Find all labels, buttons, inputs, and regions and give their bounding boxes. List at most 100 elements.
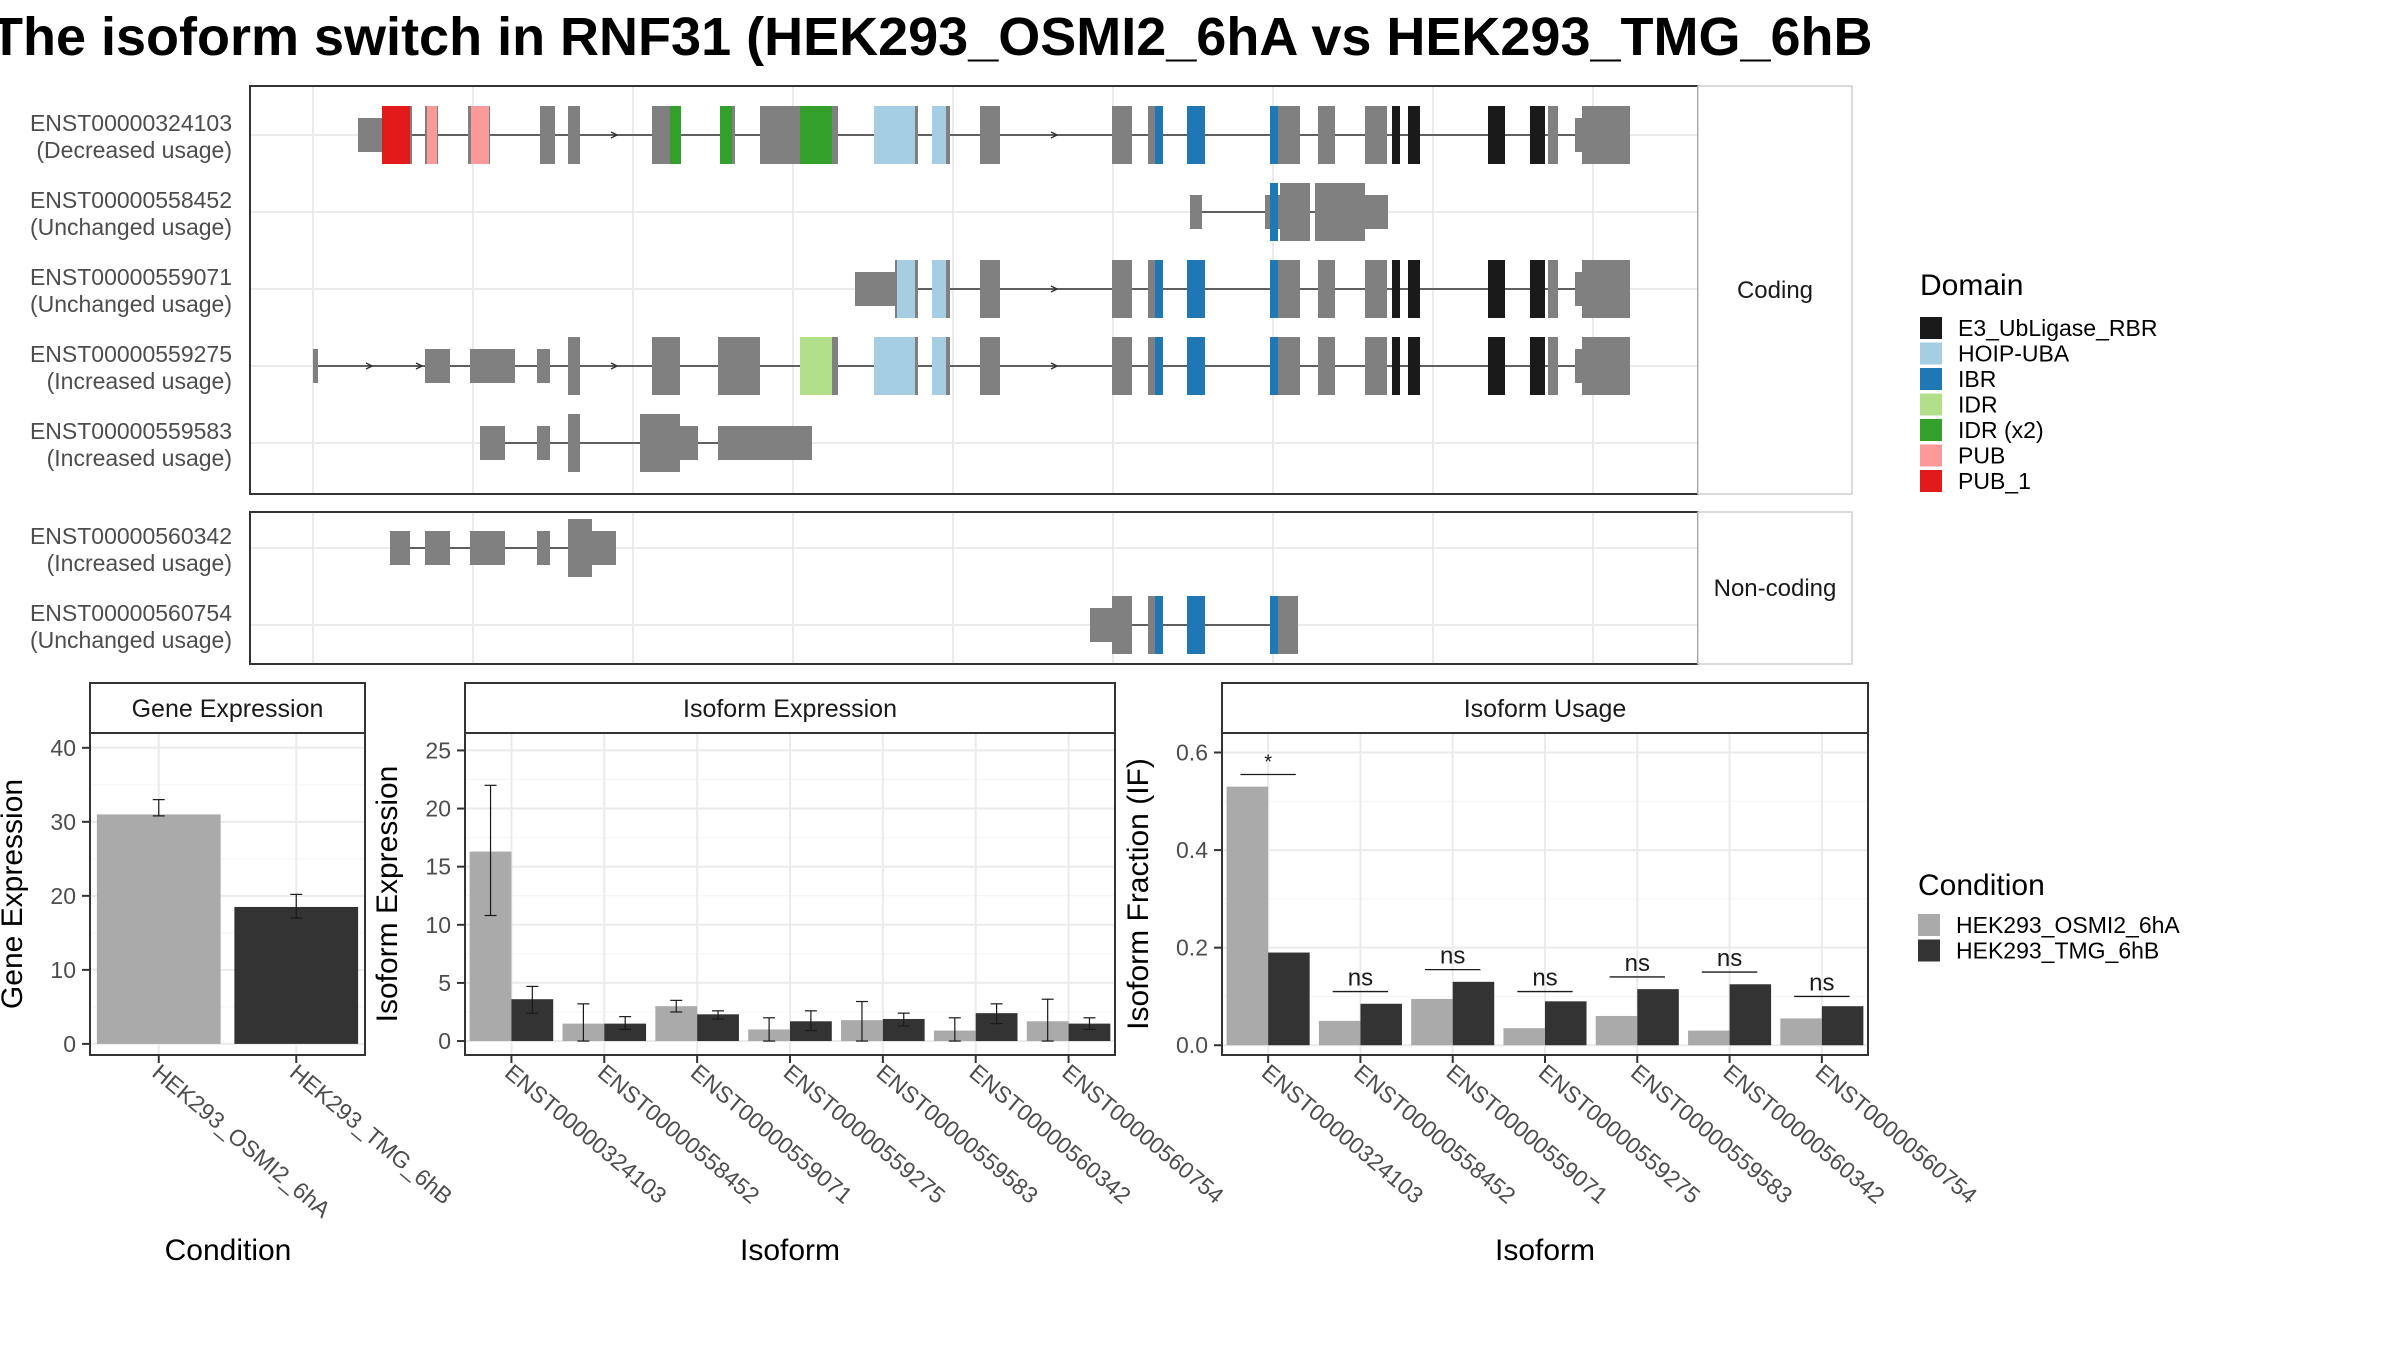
exon bbox=[1112, 106, 1132, 164]
exon bbox=[718, 337, 760, 395]
domain-legend-label: IDR (x2) bbox=[1958, 417, 2044, 443]
condition-legend-title: Condition bbox=[1918, 869, 2045, 902]
domain-segment bbox=[897, 260, 915, 318]
bar bbox=[604, 1023, 647, 1042]
transcript-id-label: ENST00000559583 bbox=[30, 418, 232, 444]
domain-segment bbox=[1530, 260, 1545, 318]
bar-charts: Gene Expression010203040HEK293_OSMI2_6hA… bbox=[0, 682, 1983, 1267]
domain-segment bbox=[1270, 106, 1278, 164]
bar bbox=[1452, 981, 1495, 1046]
exon bbox=[537, 531, 550, 565]
domain-segment bbox=[1270, 337, 1278, 395]
domain-segment bbox=[1392, 260, 1400, 318]
y-tick-label: 0.0 bbox=[1176, 1032, 1208, 1058]
y-axis-title: Isoform Fraction (IF) bbox=[1122, 758, 1155, 1030]
exon bbox=[568, 106, 580, 164]
panel-strip bbox=[89, 682, 366, 734]
domain-segment bbox=[1270, 183, 1278, 241]
domain-segment bbox=[670, 106, 681, 164]
strand-arrow bbox=[415, 362, 424, 370]
domain-legend-swatch bbox=[1920, 419, 1942, 441]
x-tick-label: ENST00000324103 bbox=[500, 1059, 672, 1209]
y-tick-label: 10 bbox=[425, 912, 451, 938]
domain-legend-label: HOIP-UBA bbox=[1958, 341, 2070, 367]
domain-segment bbox=[1530, 106, 1545, 164]
exon bbox=[980, 260, 1000, 318]
domain-legend-swatch bbox=[1920, 393, 1942, 416]
bar bbox=[1503, 1028, 1545, 1046]
exon bbox=[568, 414, 580, 472]
x-tick-label: ENST00000559275 bbox=[779, 1059, 951, 1209]
bar bbox=[1821, 1006, 1864, 1046]
x-tick-label: ENST00000559583 bbox=[1626, 1059, 1798, 1209]
y-axis-title: Isoform Expression bbox=[371, 766, 404, 1023]
exon bbox=[1318, 337, 1335, 395]
y-tick-label: 15 bbox=[425, 854, 451, 880]
bar bbox=[1068, 1023, 1111, 1042]
domain-segment bbox=[800, 106, 832, 164]
domain-segment bbox=[932, 106, 946, 164]
exon bbox=[480, 426, 505, 460]
domain-segment bbox=[1392, 106, 1400, 164]
noncoding-panel-bg bbox=[250, 512, 1698, 664]
significance-label: ns bbox=[1532, 965, 1557, 992]
x-axis-title: Condition bbox=[165, 1234, 292, 1267]
bar bbox=[882, 1018, 925, 1042]
exon bbox=[1112, 596, 1132, 654]
significance-label: ns bbox=[1440, 943, 1465, 970]
transcript-usage-label: (Unchanged usage) bbox=[30, 214, 232, 240]
significance-label: ns bbox=[1717, 945, 1742, 972]
exon bbox=[537, 426, 550, 460]
condition-legend-label: HEK293_OSMI2_6hA bbox=[1956, 912, 2180, 938]
bar bbox=[1688, 1030, 1730, 1046]
bar bbox=[1226, 786, 1269, 1046]
y-tick-label: 10 bbox=[50, 957, 76, 983]
exon bbox=[1582, 337, 1630, 395]
exon bbox=[470, 531, 505, 565]
x-tick-label: ENST00000559275 bbox=[1534, 1059, 1706, 1209]
exon bbox=[390, 531, 410, 565]
exon bbox=[568, 337, 580, 395]
domain-segment bbox=[427, 106, 437, 164]
domain-segment bbox=[471, 106, 489, 164]
domain-segment bbox=[1187, 337, 1205, 395]
exon bbox=[1090, 608, 1112, 642]
domain-segment bbox=[1530, 337, 1545, 395]
domain-segment bbox=[1408, 337, 1420, 395]
exon bbox=[592, 531, 616, 565]
exon bbox=[1575, 118, 1582, 152]
strand-arrow bbox=[365, 362, 374, 370]
y-axis-title: Gene Expression bbox=[0, 779, 29, 1009]
exon bbox=[1190, 195, 1202, 229]
bar bbox=[1268, 952, 1310, 1046]
transcript-usage-label: (Increased usage) bbox=[47, 445, 232, 471]
chart-panel: * ns ns ns ns ns ns Isoform Usage 0.0 0.2 0.4 0.6 EN… bbox=[1122, 682, 1983, 1267]
domain-legend-swatch bbox=[1920, 342, 1942, 365]
condition-legend-label: HEK293_TMG_6hB bbox=[1956, 938, 2159, 964]
exon bbox=[1575, 349, 1582, 383]
y-tick-label: 0.6 bbox=[1176, 740, 1208, 766]
exon bbox=[652, 106, 672, 164]
x-tick-label: ENST00000558452 bbox=[1349, 1059, 1521, 1209]
domain-segment bbox=[874, 337, 915, 395]
transcript-usage-label: (Increased usage) bbox=[47, 550, 232, 576]
domain-segment bbox=[720, 106, 732, 164]
exon bbox=[980, 106, 1000, 164]
y-tick-label: 20 bbox=[425, 796, 451, 822]
exon bbox=[1582, 106, 1630, 164]
x-tick-label: ENST00000560754 bbox=[1811, 1059, 1983, 1209]
domain-segment bbox=[1187, 596, 1205, 654]
exon bbox=[425, 349, 450, 383]
y-tick-label: 0.4 bbox=[1176, 837, 1208, 863]
transcript-structure-panel: Coding Non-coding ENST00000324103(Decrease… bbox=[30, 85, 1853, 665]
domain-segment bbox=[1155, 337, 1163, 395]
domain-segment bbox=[800, 337, 832, 395]
exon bbox=[1548, 106, 1558, 164]
transcript-id-label: ENST00000559275 bbox=[30, 341, 232, 367]
y-tick-label: 5 bbox=[438, 970, 451, 996]
transcript-id-label: ENST00000324103 bbox=[30, 110, 232, 136]
facet-strip bbox=[1697, 85, 1853, 495]
y-tick-label: 30 bbox=[50, 809, 76, 835]
